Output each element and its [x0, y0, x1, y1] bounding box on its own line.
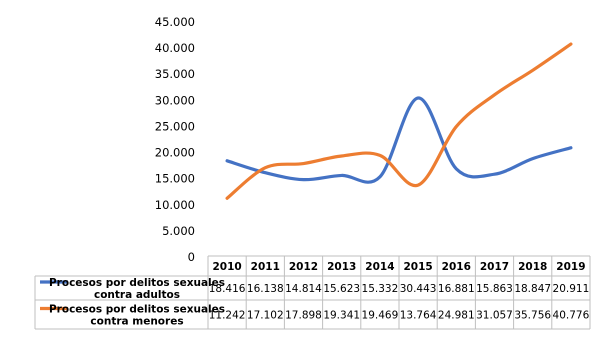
data-label: 30.443 [400, 283, 437, 295]
y-tick-label: 25.000 [155, 119, 195, 133]
data-label: 40.776 [553, 310, 590, 322]
data-label: 17.102 [247, 310, 284, 322]
y-tick-label: 10.000 [155, 198, 195, 212]
data-label: 16.881 [438, 283, 475, 295]
data-label: 18.847 [514, 283, 551, 295]
x-tick-label: 2010 [212, 261, 241, 273]
series-line-2 [225, 42, 573, 200]
y-tick-label: 45.000 [155, 15, 195, 29]
x-tick-label: 2013 [327, 261, 356, 273]
y-tick-label: 30.000 [155, 93, 195, 107]
y-tick-label: 0 [188, 250, 195, 264]
data-label: 24.981 [438, 310, 475, 322]
data-label: 17.898 [285, 310, 322, 322]
x-tick-label: 2014 [365, 261, 394, 273]
y-axis: 0 5.000 10.000 15.000 20.000 25.000 30.000 35.0… [155, 15, 195, 264]
data-label: 20.911 [553, 283, 590, 295]
y-tick-label: 15.000 [155, 172, 195, 186]
data-label: 15.332 [362, 283, 399, 295]
data-label: 19.341 [323, 310, 360, 322]
series-lines [225, 42, 573, 200]
y-tick-label: 20.000 [155, 146, 195, 160]
data-label: 14.814 [285, 283, 322, 295]
x-tick-label: 2012 [289, 261, 318, 273]
data-label: 18.416 [209, 283, 246, 295]
x-tick-label: 2017 [480, 261, 509, 273]
y-tick-label: 40.000 [155, 41, 195, 55]
y-tick-label: 35.000 [155, 67, 195, 81]
data-label: 31.057 [476, 310, 513, 322]
data-label: 11.242 [209, 310, 246, 322]
data-label: 13.764 [400, 310, 437, 322]
data-label: 15.623 [323, 283, 360, 295]
x-tick-label: 2016 [442, 261, 471, 273]
data-label: 15.863 [476, 283, 513, 295]
data-label: 35.756 [514, 310, 551, 322]
x-tick-label: 2015 [403, 261, 432, 273]
x-tick-label: 2011 [251, 261, 280, 273]
x-tick-label: 2018 [518, 261, 547, 273]
series-name-1: Procesos por delitos sexuales contra adul… [49, 277, 225, 301]
y-tick-label: 5.000 [162, 224, 195, 238]
series-name-2: Procesos por delitos sexuales contra meno… [49, 304, 225, 328]
data-table: 2010 2011 2012 2013 2014 2015 2016 2017 2018 2019… [34, 255, 591, 330]
x-tick-label: 2019 [556, 261, 585, 273]
series-line-1 [225, 96, 573, 184]
data-label: 19.469 [362, 310, 399, 322]
data-label: 16.138 [247, 283, 284, 295]
